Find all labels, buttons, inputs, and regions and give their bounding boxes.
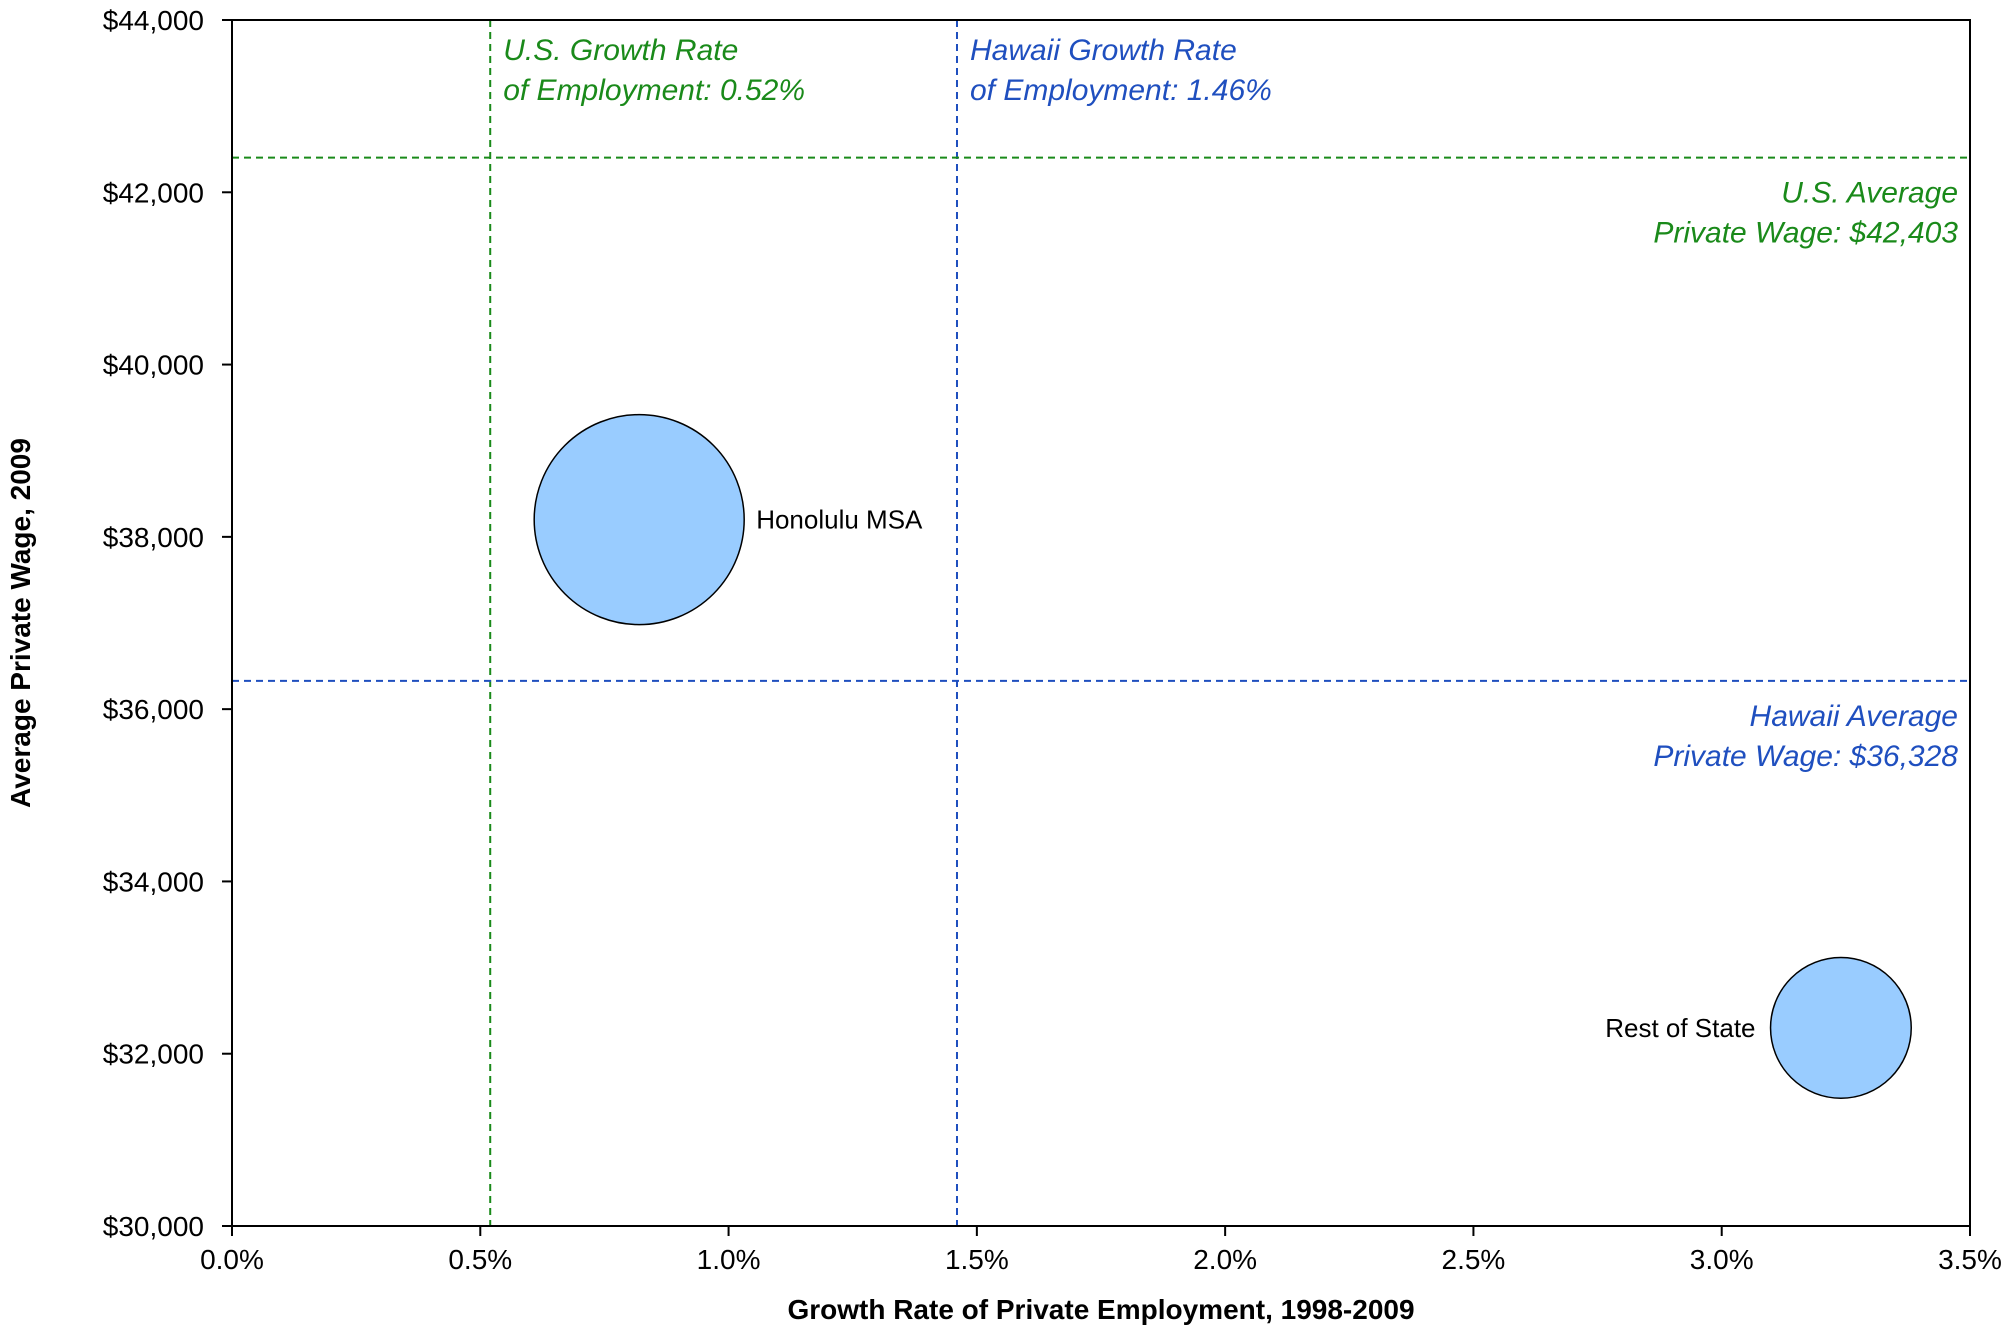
x-tick-label: 3.5%	[1938, 1244, 2002, 1275]
y-tick-label: $36,000	[103, 694, 204, 725]
reference-line-label: Private Wage: $42,403	[1653, 217, 1958, 250]
bubble-label: Rest of State	[1605, 1013, 1755, 1043]
y-tick-label: $42,000	[103, 177, 204, 208]
y-axis: $30,000 $32,000 $34,000 $36,000 $38,000 $40,0…	[103, 5, 232, 1242]
reference-lines: U.S. Growth Rate of Employment: 0.52% Hawa…	[232, 20, 1970, 1226]
y-tick-label: $40,000	[103, 350, 204, 381]
y-tick-label: $38,000	[103, 522, 204, 553]
bubble-label: Honolulu MSA	[756, 505, 923, 535]
y-tick-label: $34,000	[103, 866, 204, 897]
reference-line-label: U.S. Average	[1781, 177, 1958, 210]
x-tick-label: 0.5%	[448, 1244, 512, 1275]
x-axis-title: Growth Rate of Private Employment, 1998-…	[787, 1294, 1414, 1325]
bubbles: Honolulu MSA Rest of State	[533, 413, 1912, 1099]
x-tick-label: 3.0%	[1690, 1244, 1754, 1275]
reference-line-label: Private Wage: $36,328	[1653, 740, 1958, 773]
x-tick-label: 2.0%	[1193, 1244, 1257, 1275]
bubble	[533, 413, 745, 626]
bubble	[1769, 956, 1912, 1099]
reference-line-label: Hawaii Average	[1750, 700, 1958, 733]
x-tick-label: 1.5%	[945, 1244, 1009, 1275]
reference-line-label: of Employment: 1.46%	[970, 74, 1272, 107]
x-tick-label: 1.0%	[697, 1244, 761, 1275]
y-axis-title: Average Private Wage, 2009	[5, 438, 36, 808]
reference-line-label: U.S. Growth Rate	[503, 34, 738, 67]
reference-line-label: of Employment: 0.52%	[503, 74, 805, 107]
y-tick-label: $44,000	[103, 5, 204, 36]
y-tick-label: $30,000	[103, 1211, 204, 1242]
plot-frame	[231, 19, 1971, 1227]
x-tick-label: 2.5%	[1442, 1244, 1506, 1275]
reference-line-label: Hawaii Growth Rate	[970, 34, 1237, 67]
x-tick-label: 0.0%	[200, 1244, 264, 1275]
y-tick-label: $32,000	[103, 1039, 204, 1070]
x-axis: 0.0% 0.5% 1.0% 1.5% 2.0% 2.5% 3.0% 3.5%	[200, 1226, 2002, 1275]
